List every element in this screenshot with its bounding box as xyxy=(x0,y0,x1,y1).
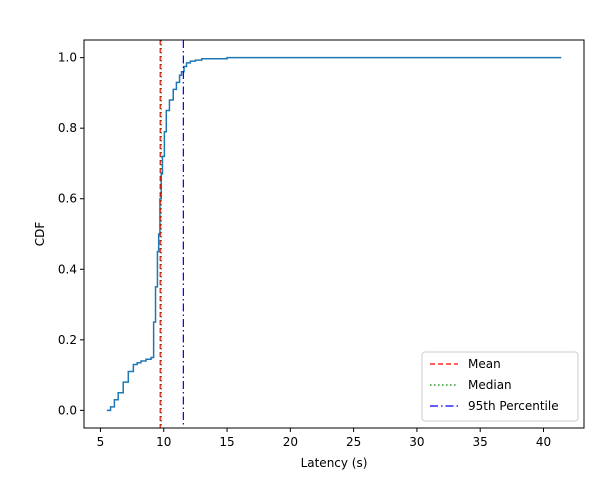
legend: Mean Median 95th Percentile xyxy=(421,351,579,422)
x-tick-label: 30 xyxy=(409,435,424,449)
y-tick-label: 0.8 xyxy=(58,121,77,135)
legend-label-95th-percentile: 95th Percentile xyxy=(468,399,559,413)
data-layer xyxy=(106,40,562,428)
legend-label-mean: Mean xyxy=(468,357,501,371)
cdf-series-line-0 xyxy=(106,56,562,412)
x-tick-label: 40 xyxy=(536,435,551,449)
x-tick-label: 10 xyxy=(156,435,171,449)
y-tick-label: 0.6 xyxy=(58,192,77,206)
y-tick-label: 0.2 xyxy=(58,333,77,347)
axes-frame xyxy=(83,39,585,429)
x-tick-label: 35 xyxy=(473,435,488,449)
x-tick-label: 20 xyxy=(283,435,298,449)
y-tick-label: 1.0 xyxy=(58,51,77,65)
y-axis-label: CDF xyxy=(33,222,47,247)
y-tick-label: 0.0 xyxy=(58,403,77,417)
legend-label-median: Median xyxy=(468,378,512,392)
y-tick-label: 0.4 xyxy=(58,262,77,276)
x-tick-label: 25 xyxy=(346,435,361,449)
x-tick-label: 15 xyxy=(219,435,234,449)
axes-layer: 5 10 15 20 25 30 35 40 0.0 0.2 0.4 0.6 0.8 1.0 xyxy=(58,39,585,449)
x-axis-label: Latency (s) xyxy=(301,456,368,470)
legend-box xyxy=(421,351,579,422)
x-tick-label: 5 xyxy=(97,435,105,449)
